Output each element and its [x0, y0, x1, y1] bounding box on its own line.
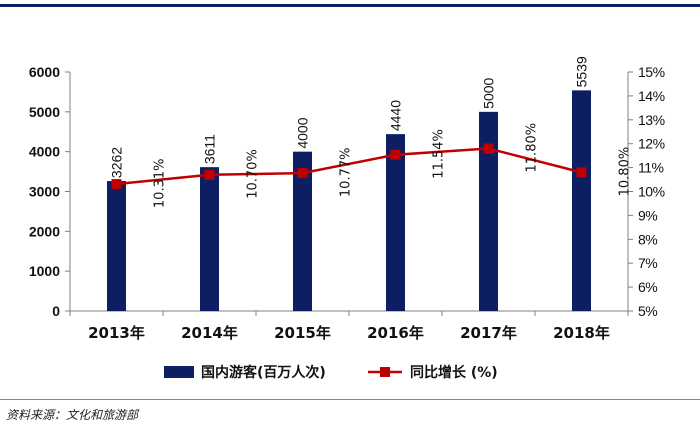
- right-tick-label: 6%: [638, 279, 657, 295]
- left-tick-label: 6000: [29, 64, 60, 80]
- bar: [386, 134, 405, 311]
- growth-value-label: 10.70%: [246, 149, 261, 199]
- right-tick-label: 14%: [638, 88, 665, 104]
- bar: [107, 181, 126, 311]
- x-tick-label: 2016年: [367, 324, 424, 342]
- growth-value-label: 10.80%: [618, 147, 633, 197]
- legend-bar-swatch: [164, 366, 194, 378]
- bar-value-label: 4440: [388, 100, 404, 131]
- bar-value-label: 5539: [574, 56, 590, 87]
- legend-line-marker: [380, 367, 390, 377]
- chart: 0 1000 2000 3000 4000 5000 6000 5% 6% 7% 8% 9% 10% 11…: [29, 56, 665, 381]
- bar: [479, 111, 498, 311]
- right-tick-label: 9%: [638, 207, 657, 223]
- right-tick-label: 13%: [638, 112, 665, 128]
- right-tick-label: 5%: [638, 303, 657, 319]
- growth-value-label: 10.31%: [153, 159, 168, 209]
- left-tick-label: 5000: [29, 104, 60, 120]
- right-tick-label: 8%: [638, 231, 657, 247]
- right-tick-label: 10%: [638, 184, 665, 200]
- legend-bar-label: 国内游客(百万人次): [201, 364, 326, 381]
- growth-marker: [483, 143, 494, 154]
- growth-line: [116, 147, 582, 186]
- left-tick-label: 0: [52, 303, 60, 319]
- growth-value-label: 11.80%: [525, 123, 540, 173]
- right-tick-label: 7%: [638, 255, 657, 271]
- left-tick-label: 1000: [29, 263, 60, 279]
- source-note: 资料来源：文化和旅游部: [6, 408, 139, 422]
- x-tick-label: 2014年: [181, 324, 238, 342]
- bar: [572, 90, 591, 312]
- growth-marker: [576, 167, 587, 178]
- bar-value-label: 3262: [109, 147, 125, 178]
- x-tick-label: 2015年: [274, 324, 331, 342]
- right-tick-label: 15%: [638, 64, 665, 80]
- growth-marker: [204, 169, 215, 180]
- x-tick-label: 2013年: [88, 324, 145, 342]
- bar-value-label: 5000: [481, 77, 497, 108]
- bar-value-label: 3611: [202, 134, 218, 164]
- legend-line-label: 同比增长 (%): [410, 364, 498, 381]
- left-tick-label: 2000: [29, 223, 60, 239]
- growth-marker: [390, 149, 401, 160]
- top-rule: [0, 4, 700, 7]
- x-tick-label: 2017年: [460, 324, 517, 342]
- growth-value-label: 10.77%: [339, 148, 354, 198]
- growth-marker: [297, 168, 308, 179]
- bar: [200, 167, 219, 311]
- left-tick-label: 3000: [29, 184, 60, 200]
- right-tick-label: 11%: [638, 160, 664, 176]
- growth-value-label: 11.54%: [432, 129, 447, 179]
- bar-value-label: 4000: [295, 117, 311, 148]
- bottom-rule: [0, 399, 700, 400]
- growth-marker: [111, 179, 122, 190]
- x-tick-label: 2018年: [553, 324, 610, 342]
- right-tick-label: 12%: [638, 136, 665, 152]
- left-tick-label: 4000: [29, 144, 60, 160]
- bar: [293, 151, 312, 311]
